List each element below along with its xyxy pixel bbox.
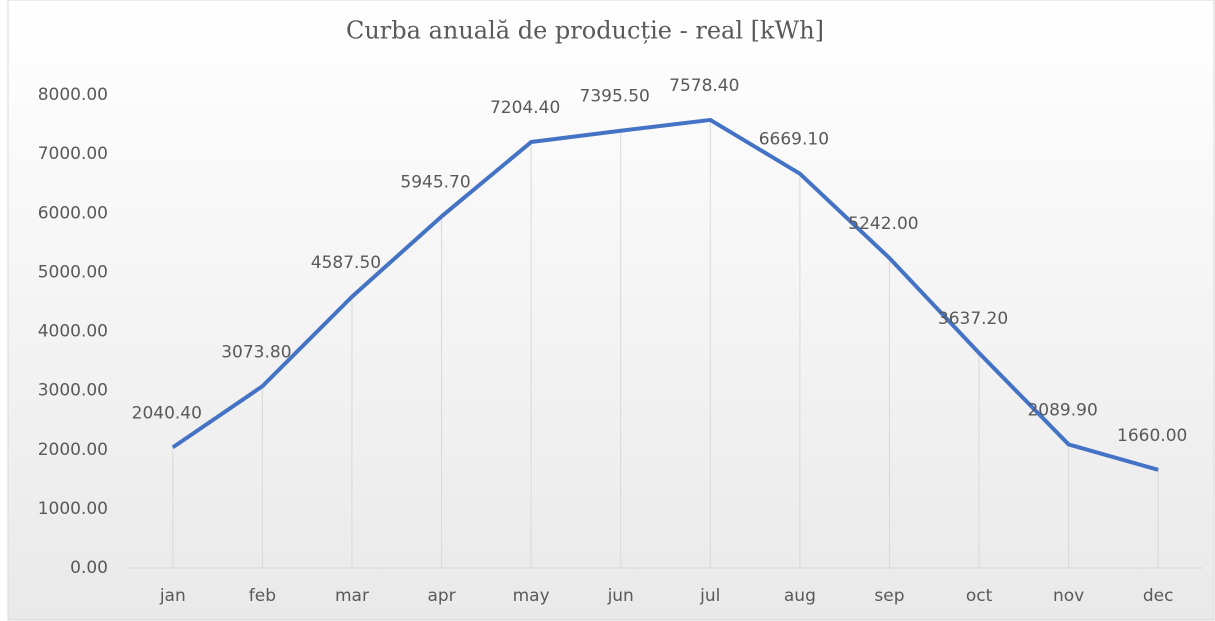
x-tick-label: nov bbox=[1053, 586, 1084, 606]
data-label: 2040.40 bbox=[132, 403, 202, 423]
x-tick-label: dec bbox=[1143, 586, 1174, 606]
y-tick-label: 2000.00 bbox=[38, 440, 108, 460]
data-label: 5242.00 bbox=[848, 214, 918, 234]
y-tick-label: 0.00 bbox=[70, 558, 108, 578]
x-tick-label: aug bbox=[784, 586, 816, 606]
x-tick-label: may bbox=[513, 586, 550, 606]
y-tick-label: 6000.00 bbox=[38, 203, 108, 223]
y-tick-label: 7000.00 bbox=[38, 144, 108, 164]
y-tick-label: 5000.00 bbox=[38, 262, 108, 282]
x-tick-label: mar bbox=[335, 586, 369, 606]
y-tick-label: 8000.00 bbox=[38, 85, 108, 105]
data-label: 6669.10 bbox=[759, 130, 829, 150]
x-tick-label: jan bbox=[159, 586, 186, 606]
data-label: 2089.90 bbox=[1027, 400, 1097, 420]
data-label: 7578.40 bbox=[669, 76, 739, 96]
x-tick-label: jun bbox=[607, 586, 634, 606]
data-label: 1660.00 bbox=[1117, 426, 1187, 446]
x-tick-label: feb bbox=[249, 586, 276, 606]
x-tick-label: jul bbox=[699, 586, 720, 606]
data-label: 3073.80 bbox=[221, 342, 291, 362]
data-label: 3637.20 bbox=[938, 309, 1008, 329]
x-tick-label: apr bbox=[427, 586, 455, 606]
chart-frame bbox=[7, 0, 1215, 621]
chart-title: Curba anuală de producție - real [kWh] bbox=[346, 17, 824, 45]
data-label: 7204.40 bbox=[490, 98, 560, 118]
x-tick-label: oct bbox=[966, 586, 993, 606]
data-label: 4587.50 bbox=[311, 253, 381, 273]
x-tick-label: sep bbox=[874, 586, 904, 606]
data-label: 7395.50 bbox=[580, 87, 650, 107]
y-tick-label: 1000.00 bbox=[38, 499, 108, 519]
y-tick-label: 4000.00 bbox=[38, 322, 108, 342]
y-tick-label: 3000.00 bbox=[38, 381, 108, 401]
data-label: 5945.70 bbox=[400, 172, 470, 192]
line-series bbox=[171, 117, 1159, 472]
